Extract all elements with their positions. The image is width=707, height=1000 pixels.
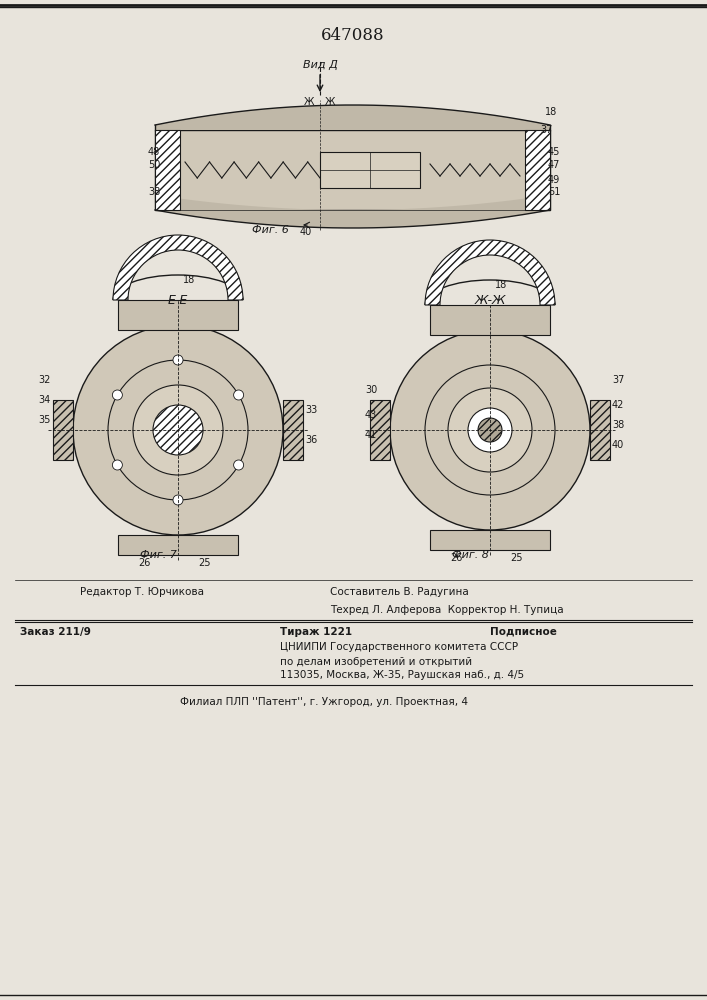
Text: Фиг. 6: Фиг. 6 xyxy=(252,225,288,235)
Text: Ж: Ж xyxy=(304,97,314,107)
Text: 32: 32 xyxy=(38,375,50,385)
Text: по делам изобретений и открытий: по делам изобретений и открытий xyxy=(280,657,472,667)
Bar xyxy=(118,535,238,555)
Bar xyxy=(430,305,550,335)
Text: 51: 51 xyxy=(548,187,561,197)
Text: 45: 45 xyxy=(548,147,561,157)
Text: 42: 42 xyxy=(612,400,624,410)
Bar xyxy=(525,130,550,210)
Bar xyxy=(155,130,550,210)
Circle shape xyxy=(153,405,203,455)
Text: Редактор Т. Юрчикова: Редактор Т. Юрчикова xyxy=(80,587,204,597)
Circle shape xyxy=(173,355,183,365)
Bar xyxy=(370,400,390,460)
Text: 26: 26 xyxy=(138,558,151,568)
Text: 37: 37 xyxy=(612,375,624,385)
Text: 35: 35 xyxy=(38,415,50,425)
Text: 40: 40 xyxy=(300,227,312,237)
Wedge shape xyxy=(425,240,555,305)
Bar xyxy=(53,400,73,460)
Text: Подписное: Подписное xyxy=(490,627,557,637)
Text: 26: 26 xyxy=(450,553,462,563)
Circle shape xyxy=(478,418,502,442)
Text: Тираж 1221: Тираж 1221 xyxy=(280,627,352,637)
Text: 33: 33 xyxy=(305,405,317,415)
Text: Ж-Ж: Ж-Ж xyxy=(474,294,506,306)
Text: Вид Д: Вид Д xyxy=(303,60,337,70)
Bar xyxy=(590,400,610,460)
Text: 47: 47 xyxy=(548,160,561,170)
Text: Фиг. 7: Фиг. 7 xyxy=(139,550,177,560)
Text: 48: 48 xyxy=(148,147,160,157)
Text: 40: 40 xyxy=(612,440,624,450)
Text: Филиал ПЛП ''Патент'', г. Ужгород, ул. Проектная, 4: Филиал ПЛП ''Патент'', г. Ужгород, ул. П… xyxy=(180,697,468,707)
Circle shape xyxy=(233,390,244,400)
Circle shape xyxy=(133,385,223,475)
Circle shape xyxy=(390,330,590,530)
Text: 25: 25 xyxy=(510,553,522,563)
Bar xyxy=(430,530,550,550)
Text: 25: 25 xyxy=(198,558,211,568)
Text: Техред Л. Алферова  Корректор Н. Тупица: Техред Л. Алферова Корректор Н. Тупица xyxy=(330,605,563,615)
Circle shape xyxy=(112,390,122,400)
Text: 38: 38 xyxy=(148,187,160,197)
Text: 50: 50 xyxy=(148,160,160,170)
Text: 34: 34 xyxy=(38,395,50,405)
Circle shape xyxy=(448,388,532,472)
Text: Заказ 211/9: Заказ 211/9 xyxy=(20,627,91,637)
Text: 18: 18 xyxy=(183,275,195,285)
Circle shape xyxy=(233,460,244,470)
Bar xyxy=(118,300,238,330)
Text: 113035, Москва, Ж-35, Раушская наб., д. 4/5: 113035, Москва, Ж-35, Раушская наб., д. … xyxy=(280,670,524,680)
Circle shape xyxy=(112,460,122,470)
Polygon shape xyxy=(155,195,550,210)
Text: 37: 37 xyxy=(540,125,552,135)
Text: 30: 30 xyxy=(365,385,378,395)
Bar xyxy=(155,130,180,210)
Text: 43: 43 xyxy=(365,410,378,420)
Circle shape xyxy=(468,408,512,452)
Text: 49: 49 xyxy=(548,175,560,185)
Circle shape xyxy=(173,495,183,505)
Wedge shape xyxy=(113,235,243,300)
Text: Ж: Ж xyxy=(325,97,335,107)
Text: 36: 36 xyxy=(305,435,317,445)
Bar xyxy=(283,400,303,460)
Text: 18: 18 xyxy=(545,107,557,117)
Text: Фиг. 8: Фиг. 8 xyxy=(452,550,489,560)
Text: 647088: 647088 xyxy=(321,26,385,43)
Polygon shape xyxy=(155,105,550,130)
Text: 38: 38 xyxy=(612,420,624,430)
Text: 18: 18 xyxy=(495,280,507,290)
Text: Е-Е: Е-Е xyxy=(168,294,188,306)
Text: ЦНИИПИ Государственного комитета СССР: ЦНИИПИ Государственного комитета СССР xyxy=(280,642,518,652)
Text: Составитель В. Радугина: Составитель В. Радугина xyxy=(330,587,469,597)
Circle shape xyxy=(73,325,283,535)
Bar xyxy=(320,152,420,188)
Polygon shape xyxy=(155,210,550,228)
Text: 41: 41 xyxy=(365,430,378,440)
